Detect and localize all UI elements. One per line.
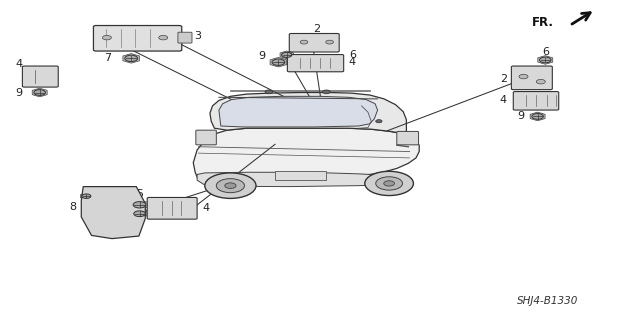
Circle shape [376,177,403,190]
Polygon shape [81,187,145,239]
Text: 4: 4 [349,57,356,67]
FancyBboxPatch shape [22,66,58,87]
Circle shape [376,120,382,123]
Polygon shape [32,88,47,97]
Text: SHJ4-B1330: SHJ4-B1330 [516,296,578,307]
Circle shape [82,194,91,198]
Polygon shape [270,57,287,67]
Text: 4: 4 [500,95,507,106]
Text: 8: 8 [69,202,76,212]
FancyBboxPatch shape [196,130,216,145]
Text: 6: 6 [542,47,548,57]
Polygon shape [81,193,92,200]
Polygon shape [530,112,545,121]
FancyBboxPatch shape [178,32,192,43]
Circle shape [133,202,146,208]
FancyBboxPatch shape [397,131,419,145]
Text: 7: 7 [104,53,111,63]
Polygon shape [280,51,293,59]
Circle shape [282,52,292,57]
FancyBboxPatch shape [287,55,344,72]
Circle shape [519,74,528,79]
Text: 9: 9 [518,111,525,122]
Circle shape [300,40,308,44]
Circle shape [225,183,236,189]
Text: 2: 2 [313,24,321,34]
FancyBboxPatch shape [147,197,197,219]
Text: 2: 2 [500,74,507,84]
Text: FR.: FR. [532,16,554,29]
Circle shape [540,57,551,63]
Text: 6: 6 [349,50,356,60]
Circle shape [205,173,256,198]
Circle shape [134,211,145,217]
Text: 9: 9 [15,87,22,98]
Circle shape [34,90,45,95]
Text: 9: 9 [259,51,266,61]
Circle shape [323,90,330,94]
Polygon shape [123,54,140,63]
Circle shape [536,79,545,84]
Text: 1: 1 [152,197,159,207]
Text: 9: 9 [115,209,122,219]
Circle shape [102,35,111,40]
Polygon shape [193,128,419,181]
Text: 4: 4 [15,59,23,69]
Circle shape [216,179,244,193]
FancyBboxPatch shape [289,33,339,52]
Polygon shape [131,200,148,210]
Circle shape [272,59,285,65]
Bar [275,171,326,180]
Text: 5: 5 [136,189,143,199]
Circle shape [365,171,413,196]
Text: 3: 3 [194,31,201,41]
Circle shape [265,90,273,94]
Polygon shape [219,96,378,127]
Circle shape [384,181,394,186]
FancyBboxPatch shape [511,66,552,90]
Circle shape [532,114,543,119]
Polygon shape [210,93,406,134]
FancyBboxPatch shape [513,92,559,110]
FancyBboxPatch shape [93,26,182,51]
Circle shape [326,40,333,44]
Text: 4: 4 [202,203,209,213]
Circle shape [159,35,168,40]
Polygon shape [132,210,147,218]
Polygon shape [538,56,553,64]
Circle shape [125,55,138,62]
Polygon shape [197,172,411,187]
